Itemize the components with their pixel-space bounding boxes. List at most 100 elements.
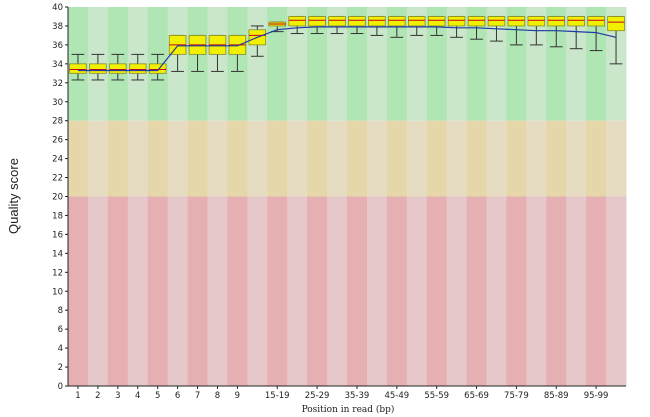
y-tick-label: 10 bbox=[52, 287, 63, 297]
y-tick-label: 30 bbox=[52, 98, 63, 108]
band-poor-col-14 bbox=[327, 196, 348, 386]
band-reasonable-col-17 bbox=[386, 120, 408, 197]
band-good-col-11 bbox=[267, 7, 288, 121]
y-tick-label: 0 bbox=[58, 382, 63, 392]
band-poor-col-27 bbox=[586, 196, 607, 386]
x-tick-label: 15-19 bbox=[265, 391, 290, 401]
band-poor-col-19 bbox=[426, 196, 448, 386]
box bbox=[288, 16, 306, 27]
box bbox=[527, 16, 546, 27]
x-tick-label: 75-79 bbox=[504, 391, 529, 401]
band-reasonable-col-7 bbox=[187, 120, 208, 197]
band-reasonable-col-25 bbox=[546, 120, 567, 197]
band-poor-col-25 bbox=[546, 196, 567, 386]
x-tick-label: 2 bbox=[95, 391, 100, 401]
y-tick-label: 26 bbox=[52, 136, 63, 146]
x-tick-label: 95-99 bbox=[584, 391, 609, 401]
band-reasonable-col-28 bbox=[606, 120, 627, 197]
box bbox=[487, 16, 506, 27]
band-reasonable-col-21 bbox=[466, 120, 487, 197]
band-good-col-21 bbox=[466, 7, 487, 121]
box bbox=[547, 16, 566, 27]
band-reasonable-col-9 bbox=[227, 120, 248, 197]
band-reasonable-col-6 bbox=[167, 120, 189, 197]
x-tick-label: 4 bbox=[135, 391, 140, 401]
band-good-col-13 bbox=[307, 7, 328, 121]
band-poor-col-2 bbox=[87, 196, 109, 386]
x-tick-label: 5 bbox=[155, 391, 160, 401]
band-reasonable-col-5 bbox=[147, 120, 169, 197]
band-poor-col-21 bbox=[466, 196, 487, 386]
band-reasonable-col-8 bbox=[207, 120, 228, 197]
band-poor-col-12 bbox=[287, 196, 308, 386]
band-poor-col-13 bbox=[307, 196, 328, 386]
band-poor-col-11 bbox=[267, 196, 288, 386]
band-reasonable-col-14 bbox=[327, 120, 348, 197]
y-tick-label: 8 bbox=[58, 306, 63, 316]
band-good-col-25 bbox=[546, 7, 567, 121]
box bbox=[567, 16, 585, 27]
band-poor-col-20 bbox=[446, 196, 468, 386]
box bbox=[109, 63, 127, 74]
x-ticks: 1 2 3 4 5 6 7 8 9 15-19 25-29 35-39 45-49 55-59 65-69 7… bbox=[75, 386, 608, 401]
y-tick-label: 22 bbox=[52, 174, 63, 184]
box bbox=[148, 63, 167, 74]
box bbox=[607, 16, 625, 32]
band-reasonable-col-24 bbox=[526, 120, 547, 197]
band-poor-col-17 bbox=[386, 196, 408, 386]
band-good-col-27 bbox=[586, 7, 607, 121]
band-good-col-10 bbox=[247, 7, 268, 121]
band-reasonable-col-12 bbox=[287, 120, 308, 197]
band-poor-col-15 bbox=[347, 196, 368, 386]
y-tick-label: 18 bbox=[52, 211, 63, 221]
x-tick-label: 9 bbox=[235, 391, 240, 401]
y-tick-label: 2 bbox=[58, 363, 63, 373]
y-tick-label: 14 bbox=[52, 249, 63, 259]
mean-line bbox=[78, 26, 617, 72]
box bbox=[128, 63, 147, 74]
band-reasonable-col-20 bbox=[446, 120, 468, 197]
band-poor-col-8 bbox=[207, 196, 228, 386]
y-tick-label: 6 bbox=[58, 325, 63, 335]
box bbox=[447, 16, 466, 27]
band-poor-col-1 bbox=[68, 196, 89, 386]
band-reasonable-col-27 bbox=[586, 120, 607, 197]
band-good-col-23 bbox=[506, 7, 527, 121]
x-tick-label: 6 bbox=[175, 391, 180, 401]
y-tick-label: 32 bbox=[52, 79, 63, 89]
band-good-col-20 bbox=[446, 7, 468, 121]
y-tick-label: 24 bbox=[52, 155, 63, 165]
band-good-col-24 bbox=[526, 7, 547, 121]
band-poor-col-9 bbox=[227, 196, 248, 386]
x-tick-label: 3 bbox=[115, 391, 120, 401]
x-tick-label: 45-49 bbox=[384, 391, 409, 401]
band-poor-col-10 bbox=[247, 196, 268, 386]
y-tick-label: 36 bbox=[52, 41, 63, 51]
band-reasonable-col-4 bbox=[127, 120, 149, 197]
y-tick-label: 38 bbox=[52, 22, 63, 32]
band-poor-col-6 bbox=[167, 196, 189, 386]
x-tick-label: 85-89 bbox=[544, 391, 569, 401]
band-reasonable-col-2 bbox=[87, 120, 109, 197]
x-tick-label: 1 bbox=[75, 391, 80, 401]
band-poor-col-3 bbox=[107, 196, 129, 386]
x-axis-label: Position in read (bp) bbox=[302, 404, 395, 415]
band-reasonable-col-15 bbox=[347, 120, 368, 197]
box bbox=[407, 16, 426, 27]
band-poor-col-7 bbox=[187, 196, 208, 386]
band-poor-col-26 bbox=[566, 196, 587, 386]
band-reasonable-col-23 bbox=[506, 120, 527, 197]
y-tick-label: 4 bbox=[58, 344, 63, 354]
band-poor-col-18 bbox=[406, 196, 428, 386]
box bbox=[507, 16, 526, 27]
x-tick-label: 55-59 bbox=[424, 391, 449, 401]
band-good-col-17 bbox=[386, 7, 408, 121]
y-tick-label: 20 bbox=[52, 193, 63, 203]
band-reasonable-col-11 bbox=[267, 120, 288, 197]
band-reasonable-col-19 bbox=[426, 120, 448, 197]
box bbox=[328, 16, 346, 27]
band-poor-col-5 bbox=[147, 196, 169, 386]
x-tick-label: 65-69 bbox=[464, 391, 489, 401]
box bbox=[388, 16, 406, 27]
